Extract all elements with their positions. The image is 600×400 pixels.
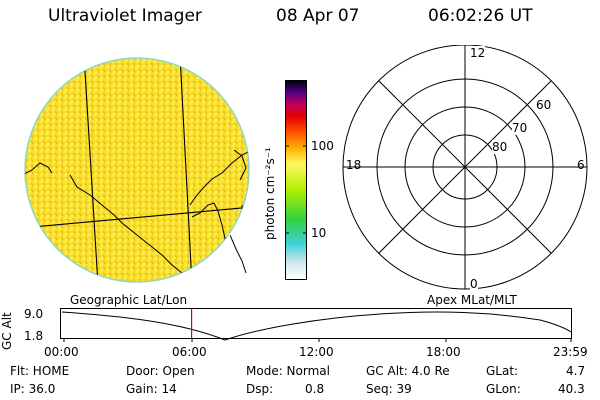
ip-status: IP: 36.0 — [10, 382, 56, 396]
mlt-label-12: 12 — [470, 46, 486, 60]
time-label: 06:02:26 UT — [428, 6, 533, 26]
flt-status: Flt: HOME — [10, 364, 70, 378]
lat-label-80: 80 — [492, 140, 508, 154]
coast-outside-2 — [234, 150, 247, 181]
altitude-ytick-bottom: 1.8 — [24, 329, 44, 343]
altitude-curve — [61, 311, 572, 341]
mlt-label-6: 6 — [577, 158, 585, 172]
altitude-ylabel: GC Alt — [0, 312, 14, 350]
xtick-0000: 00:00 — [44, 345, 79, 359]
glat-label: GLat: — [486, 364, 519, 378]
xtick-0600: 06:00 — [172, 345, 207, 359]
lat-label-60: 60 — [536, 98, 552, 112]
glon-value: 40.3 — [558, 382, 585, 396]
mode-status: Mode: Normal — [246, 364, 330, 378]
geographic-image — [24, 57, 250, 283]
lat-label-70: 70 — [512, 121, 528, 135]
geo-grid-lines — [25, 58, 249, 282]
colorbar-tick-10: 10 — [311, 226, 327, 240]
xtick-1800: 18:00 — [426, 345, 461, 359]
dsp-label: Dsp: — [246, 382, 274, 396]
door-status: Door: Open — [126, 364, 195, 378]
xtick-2359: 23:59 — [553, 345, 588, 359]
date-label: 08 Apr 07 — [276, 6, 360, 26]
colorbar-unit-label: photon cm⁻²s⁻¹ — [263, 147, 277, 240]
mlt-label-0: 0 — [470, 277, 478, 291]
xtick-1200: 12:00 — [299, 345, 334, 359]
colorbar — [285, 80, 307, 280]
geographic-label: Geographic Lat/Lon — [70, 293, 188, 307]
colorbar-tick-100: 100 — [311, 139, 334, 153]
instrument-title: Ultraviolet Imager — [48, 6, 202, 26]
altitude-xticks — [63, 339, 572, 342]
altitude-ytick-top: 9.0 — [24, 307, 44, 321]
seq-status: Seq: 39 — [366, 382, 412, 396]
apex-label: Apex MLat/MLT — [427, 293, 517, 307]
gain-status: Gain: 14 — [126, 382, 177, 396]
polar-plot — [342, 45, 588, 290]
dsp-value: 0.8 — [305, 382, 325, 396]
gcalt-status: GC Alt: 4.0 Re — [366, 364, 450, 378]
coastline-lines — [25, 149, 249, 280]
coast-outside — [230, 235, 247, 274]
altitude-plot — [60, 308, 572, 342]
glat-value: 4.7 — [566, 364, 586, 378]
glon-label: GLon: — [486, 382, 521, 396]
earth-disk — [24, 57, 250, 283]
mlt-label-18: 18 — [346, 158, 362, 172]
